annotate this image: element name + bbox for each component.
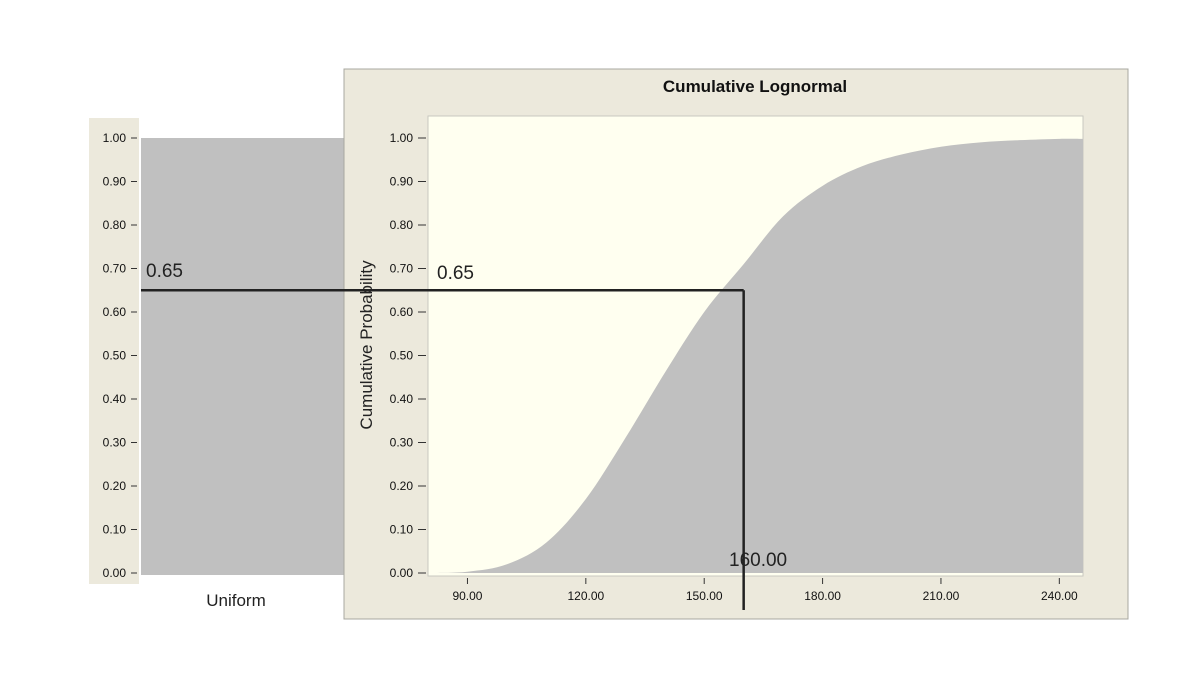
lognormal-x-tick-label: 210.00 bbox=[923, 589, 960, 603]
uniform-axis-panel bbox=[89, 118, 139, 584]
lognormal-x-ticks: 90.00 120.00 150.00 180.00 210.00 240.00 bbox=[452, 578, 1078, 603]
uniform-y-tick-label: 0.70 bbox=[103, 262, 127, 276]
lognormal-y-tick-label: 0.10 bbox=[390, 523, 414, 537]
y-axis-label: Cumulative Probability bbox=[357, 260, 376, 430]
chart-title: Cumulative Lognormal bbox=[663, 77, 847, 96]
uniform-y-tick-label: 0.90 bbox=[103, 175, 127, 189]
cdf-area bbox=[428, 138, 1083, 574]
lognormal-y-tick-label: 0.50 bbox=[390, 349, 414, 363]
lognormal-y-tick-label: 0.90 bbox=[390, 175, 414, 189]
lognormal-y-tick-label: 0.30 bbox=[390, 436, 414, 450]
lognormal-x-tick-label: 150.00 bbox=[686, 589, 723, 603]
uniform-chart: 0.00 0.10 0.20 0.30 0.40 0.50 0.60 0.70 0.80 0.90… bbox=[89, 118, 346, 610]
lognormal-x-tick-label: 240.00 bbox=[1041, 589, 1078, 603]
lognormal-x-tick-label: 90.00 bbox=[452, 589, 482, 603]
uniform-y-tick-label: 0.20 bbox=[103, 479, 127, 493]
lognormal-chart: Cumulative Lognormal Cumulative Probabil… bbox=[343, 68, 1129, 620]
lognormal-y-tick-label: 0.80 bbox=[390, 218, 414, 232]
lognormal-y-ticks: 0.00 0.10 0.20 0.30 0.40 0.50 0.60 0.70 0.80 0.90… bbox=[390, 131, 426, 580]
uniform-y-tick-label: 0.50 bbox=[103, 349, 127, 363]
lognormal-annotation-value: 160.00 bbox=[729, 550, 787, 571]
uniform-x-label: Uniform bbox=[206, 591, 266, 610]
lognormal-y-tick-label: 0.60 bbox=[390, 305, 414, 319]
uniform-y-tick-label: 0.40 bbox=[103, 392, 127, 406]
lognormal-y-tick-label: 0.00 bbox=[390, 566, 414, 580]
lognormal-y-tick-label: 0.20 bbox=[390, 479, 414, 493]
uniform-y-tick-label: 0.10 bbox=[103, 523, 127, 537]
uniform-y-ticks: 0.00 0.10 0.20 0.30 0.40 0.50 0.60 0.70 0.80 0.90… bbox=[103, 131, 137, 580]
lognormal-y-tick-label: 1.00 bbox=[390, 131, 414, 145]
lognormal-y-tick-label: 0.70 bbox=[390, 262, 414, 276]
uniform-y-tick-label: 0.80 bbox=[103, 218, 127, 232]
uniform-annotation-label: 0.65 bbox=[146, 261, 183, 282]
lognormal-y-tick-label: 0.40 bbox=[390, 392, 414, 406]
lognormal-x-tick-label: 120.00 bbox=[567, 589, 604, 603]
lognormal-annotation-prob: 0.65 bbox=[437, 263, 474, 284]
uniform-y-tick-label: 1.00 bbox=[103, 131, 127, 145]
uniform-y-tick-label: 0.30 bbox=[103, 436, 127, 450]
uniform-y-tick-label: 0.60 bbox=[103, 305, 127, 319]
lognormal-x-tick-label: 180.00 bbox=[804, 589, 841, 603]
uniform-y-tick-label: 0.00 bbox=[103, 566, 127, 580]
uniform-bar bbox=[141, 138, 346, 575]
